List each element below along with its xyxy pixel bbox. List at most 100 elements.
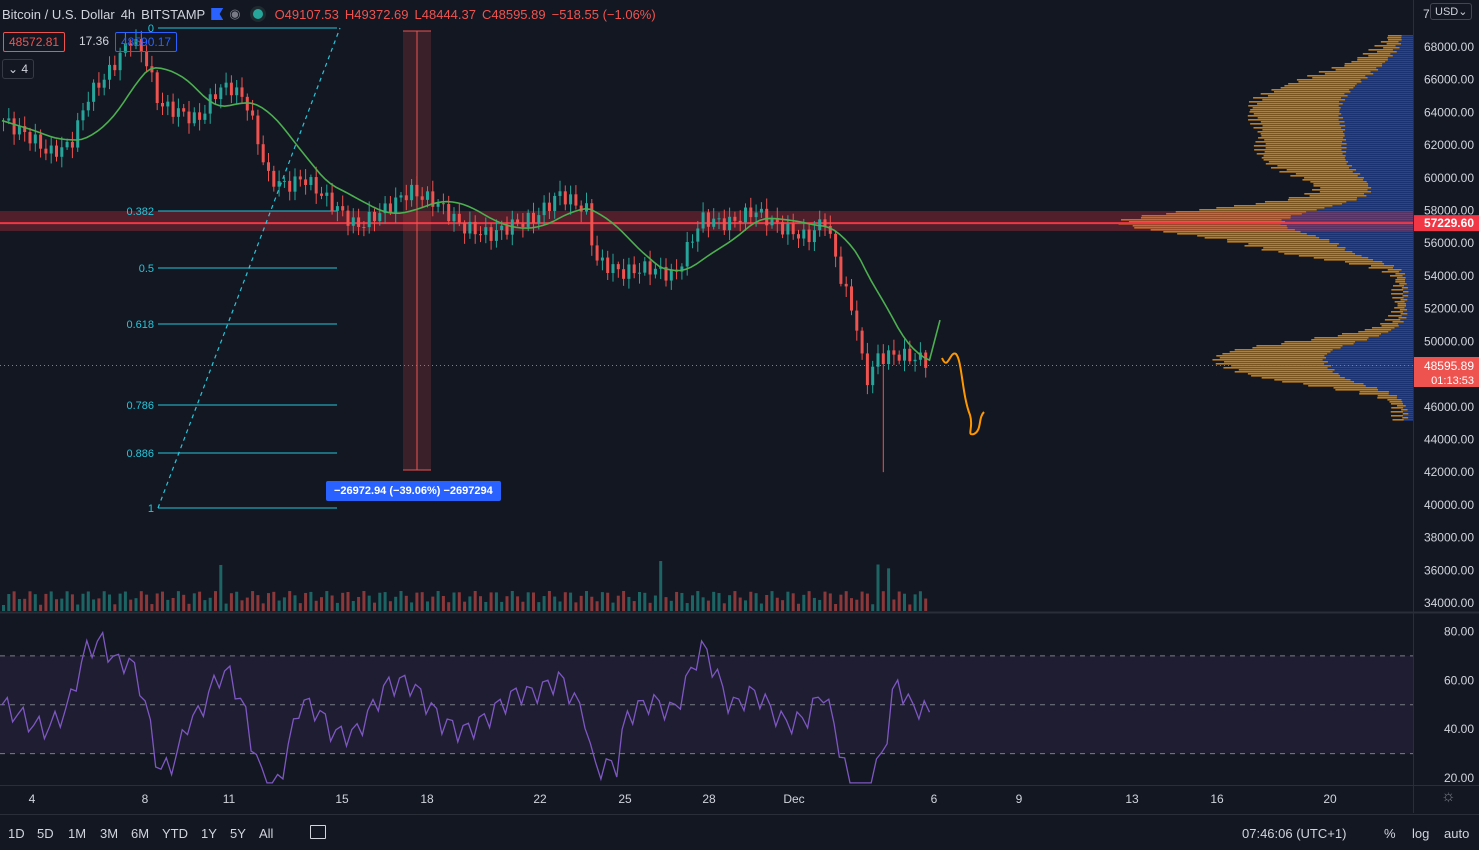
candle-body: [81, 110, 85, 121]
volume-profile-down-bar: [1306, 233, 1413, 235]
volume-profile-up-bar: [1254, 149, 1342, 151]
auto-scale-toggle[interactable]: auto: [1444, 826, 1470, 841]
range-5y-button[interactable]: 5Y: [230, 826, 246, 841]
volume-profile-up-bar: [1383, 47, 1400, 49]
volume-profile-up-bar: [1389, 275, 1403, 277]
candle-body: [553, 195, 557, 212]
volume-bar: [192, 593, 196, 611]
volume-profile-up-bar: [1252, 107, 1341, 109]
volume-profile-up-bar: [1302, 179, 1364, 181]
volume-profile-up-bar: [1320, 187, 1372, 189]
volume-profile-up-bar: [1290, 175, 1358, 177]
candle-body: [696, 228, 700, 242]
candle-body: [574, 194, 578, 206]
fib-level-label: 1: [148, 503, 154, 515]
volume-profile-up-bar: [1341, 333, 1382, 335]
price-axis-label: 46000.00: [1424, 400, 1474, 414]
candle-body: [129, 43, 133, 47]
volume-bar: [505, 596, 509, 611]
volume-profile-down-bar: [1337, 245, 1413, 247]
candle-body: [537, 215, 541, 224]
clock-timezone[interactable]: 07:46:06 (UTC+1): [1242, 826, 1347, 841]
volume-bar: [664, 597, 668, 611]
sell-price-button[interactable]: 48572.81: [3, 32, 66, 52]
volume-profile-up-bar: [1257, 103, 1343, 105]
volume-bar: [304, 592, 308, 611]
volume-bar: [542, 596, 546, 611]
volume-profile-down-bar: [1338, 373, 1413, 375]
volume-profile-down-bar: [1343, 131, 1413, 133]
volume-bar: [288, 591, 292, 611]
volume-bar: [171, 597, 175, 611]
candle-body: [256, 115, 260, 145]
price-axis-label: 34000.00: [1424, 596, 1474, 610]
range-3m-button[interactable]: 3M: [100, 826, 119, 841]
candle-body: [367, 211, 371, 228]
volume-profile-down-bar: [1407, 309, 1413, 311]
candle-body: [738, 220, 742, 223]
percent-scale-toggle[interactable]: %: [1384, 826, 1396, 841]
candle-body: [388, 203, 392, 213]
volume-profile-up-bar: [1357, 57, 1388, 59]
candle-body: [362, 226, 366, 228]
candle-body: [261, 144, 265, 163]
range-1d-button[interactable]: 1D: [8, 826, 25, 841]
volume-profile-down-bar: [1344, 135, 1413, 137]
volume-bar: [182, 594, 186, 611]
indicators-toggle[interactable]: ⌄ 4: [2, 59, 35, 79]
range-6m-button[interactable]: 6M: [131, 826, 150, 841]
candle-body: [357, 217, 361, 227]
price-axis-label: 44000.00: [1424, 432, 1474, 446]
range-1y-button[interactable]: 1Y: [201, 826, 217, 841]
price-axis-label: 62000.00: [1424, 138, 1474, 152]
volume-profile-up-bar: [1374, 45, 1396, 47]
volume-bar: [765, 595, 769, 611]
volume-profile-up-bar: [1140, 217, 1291, 219]
range-ytd-button[interactable]: YTD: [162, 826, 188, 841]
flag-icon[interactable]: [211, 8, 224, 20]
volume-profile-down-bar: [1340, 347, 1413, 349]
calendar-goto-icon[interactable]: [310, 825, 326, 839]
currency-button[interactable]: USD⌄: [1430, 3, 1473, 20]
candle-body: [431, 191, 435, 207]
candle-body: [585, 203, 588, 212]
range-5d-button[interactable]: 5D: [37, 826, 54, 841]
eye-icon[interactable]: ◉: [229, 6, 241, 21]
buy-price-button[interactable]: 48590.17: [115, 32, 178, 52]
candle-body: [404, 195, 408, 201]
volume-profile-up-bar: [1253, 145, 1342, 147]
log-scale-toggle[interactable]: log: [1412, 826, 1430, 841]
volume-bar: [685, 603, 689, 611]
volume-profile-down-bar: [1367, 339, 1413, 341]
volume-profile-up-bar: [1392, 297, 1404, 299]
symbol-legend[interactable]: Bitcoin / U.S. Dollar 4h BITSTAMP ◉ O491…: [2, 6, 656, 22]
candle-body: [92, 82, 96, 102]
volume-bar: [240, 600, 244, 611]
volume-bar: [261, 603, 265, 611]
volume-bar: [176, 591, 180, 611]
candle-body: [632, 264, 636, 274]
volume-profile-down-bar: [1345, 99, 1413, 101]
volume-profile-down-bar: [1401, 35, 1413, 37]
volume-profile-down-bar: [1363, 179, 1413, 181]
volume-profile-up-bar: [1335, 389, 1379, 391]
volume-profile-up-bar: [1335, 69, 1379, 71]
range-1m-button[interactable]: 1M: [68, 826, 87, 841]
volume-profile-down-bar: [1341, 127, 1413, 129]
volume-bar: [749, 591, 753, 611]
settings-gear-icon[interactable]: ☼: [1441, 788, 1456, 805]
volume-profile-up-bar: [1163, 231, 1301, 233]
price-axis-label: 60000.00: [1424, 171, 1474, 185]
range-all-button[interactable]: All: [259, 826, 274, 841]
volume-profile-down-bar: [1344, 133, 1413, 135]
volume-profile-down-bar: [1329, 241, 1413, 243]
volume-profile-down-bar: [1403, 311, 1413, 313]
candle-body: [807, 229, 811, 243]
interval-label[interactable]: 4h: [120, 6, 136, 22]
volume-bar: [712, 591, 716, 611]
time-axis-label: 4: [29, 792, 36, 806]
volume-bar: [293, 595, 297, 611]
symbol-name[interactable]: Bitcoin / U.S. Dollar: [2, 6, 115, 22]
volume-profile-down-bar: [1404, 285, 1413, 287]
